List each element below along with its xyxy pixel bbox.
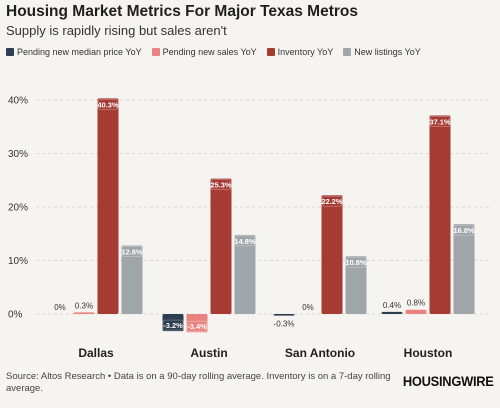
source-note: Source: Altos Research • Data is on a 90… <box>6 371 391 394</box>
bar <box>381 311 403 314</box>
bar <box>97 98 119 315</box>
legend-swatch-new-listings <box>343 48 352 56</box>
data-label: 16.8% <box>454 226 475 235</box>
y-tick-label: 40% <box>8 96 28 107</box>
bar <box>234 234 256 314</box>
data-label: 40.3% <box>98 100 119 109</box>
y-tick-label: 0% <box>8 310 23 321</box>
legend-label-new-listings: New listings YoY <box>354 47 421 57</box>
data-label: 37.1% <box>430 118 451 127</box>
data-label-badge <box>429 116 451 127</box>
bar <box>453 224 475 314</box>
data-label-badge <box>121 246 143 257</box>
bar <box>273 314 295 316</box>
data-label-badge <box>321 195 343 207</box>
category-label: Houston <box>404 346 453 360</box>
data-label: 0.4% <box>383 301 401 310</box>
bar <box>73 312 95 314</box>
data-label: 14.8% <box>235 237 256 246</box>
bar <box>210 178 232 314</box>
data-label: 0.8% <box>407 299 425 308</box>
data-label: -3.2% <box>163 321 183 330</box>
y-tick-label: 10% <box>8 256 28 267</box>
data-label-badge <box>186 320 208 332</box>
chart-title: Housing Market Metrics For Major Texas M… <box>6 3 358 20</box>
data-label: 25.3% <box>211 181 232 190</box>
bar <box>405 309 427 314</box>
legend-swatch-median-price <box>6 48 14 56</box>
data-label: 0% <box>302 303 314 312</box>
legend-label-new-sales: Pending new sales YoY <box>162 47 257 57</box>
legend-label-median-price: Pending new median price YoY <box>17 47 142 57</box>
data-label: 22.2% <box>322 197 343 206</box>
data-label-badge <box>345 256 367 268</box>
legend-label-inventory: Inventory YoY <box>277 47 334 57</box>
legend-swatch-inventory <box>266 48 275 56</box>
legend-item-new-listings: New listings YoY <box>343 47 421 57</box>
data-label-badge <box>210 179 232 191</box>
legend-item-inventory: Inventory YoY <box>266 47 334 57</box>
y-tick-label: 30% <box>8 149 28 160</box>
legend-item-median-price: Pending new median price YoY <box>6 47 142 57</box>
data-label: 10.8% <box>346 258 367 267</box>
bar <box>121 245 143 314</box>
bar <box>321 195 343 314</box>
housingwire-logo: HOUSINGWIRE <box>403 373 494 389</box>
category-label: Austin <box>190 346 227 360</box>
legend-swatch-new-sales <box>151 48 160 56</box>
bar <box>429 115 451 314</box>
data-label-badge <box>162 319 184 331</box>
category-label: San Antonio <box>285 346 355 360</box>
legend: Pending new median price YoY Pending new… <box>6 47 421 57</box>
bar <box>345 256 367 314</box>
legend-item-new-sales: Pending new sales YoY <box>151 47 257 57</box>
y-tick-label: 20% <box>8 203 28 214</box>
data-label: -3.4% <box>187 322 207 331</box>
bar-chart: 0% 10% 20% 30% 40% 0% 0.3% 40.3% 12.8% Dallas -3.2… <box>8 96 492 360</box>
data-label-badge <box>453 224 475 236</box>
data-label-badge <box>97 98 119 110</box>
data-label: 12.8% <box>122 248 143 257</box>
data-label: 0.3% <box>75 301 93 310</box>
chart-subtitle: Supply is rapidly rising but sales aren'… <box>6 23 227 38</box>
data-label-badge <box>234 235 256 247</box>
data-label: 0% <box>54 303 66 312</box>
category-label: Dallas <box>78 346 114 360</box>
data-label: -0.3% <box>274 320 295 329</box>
